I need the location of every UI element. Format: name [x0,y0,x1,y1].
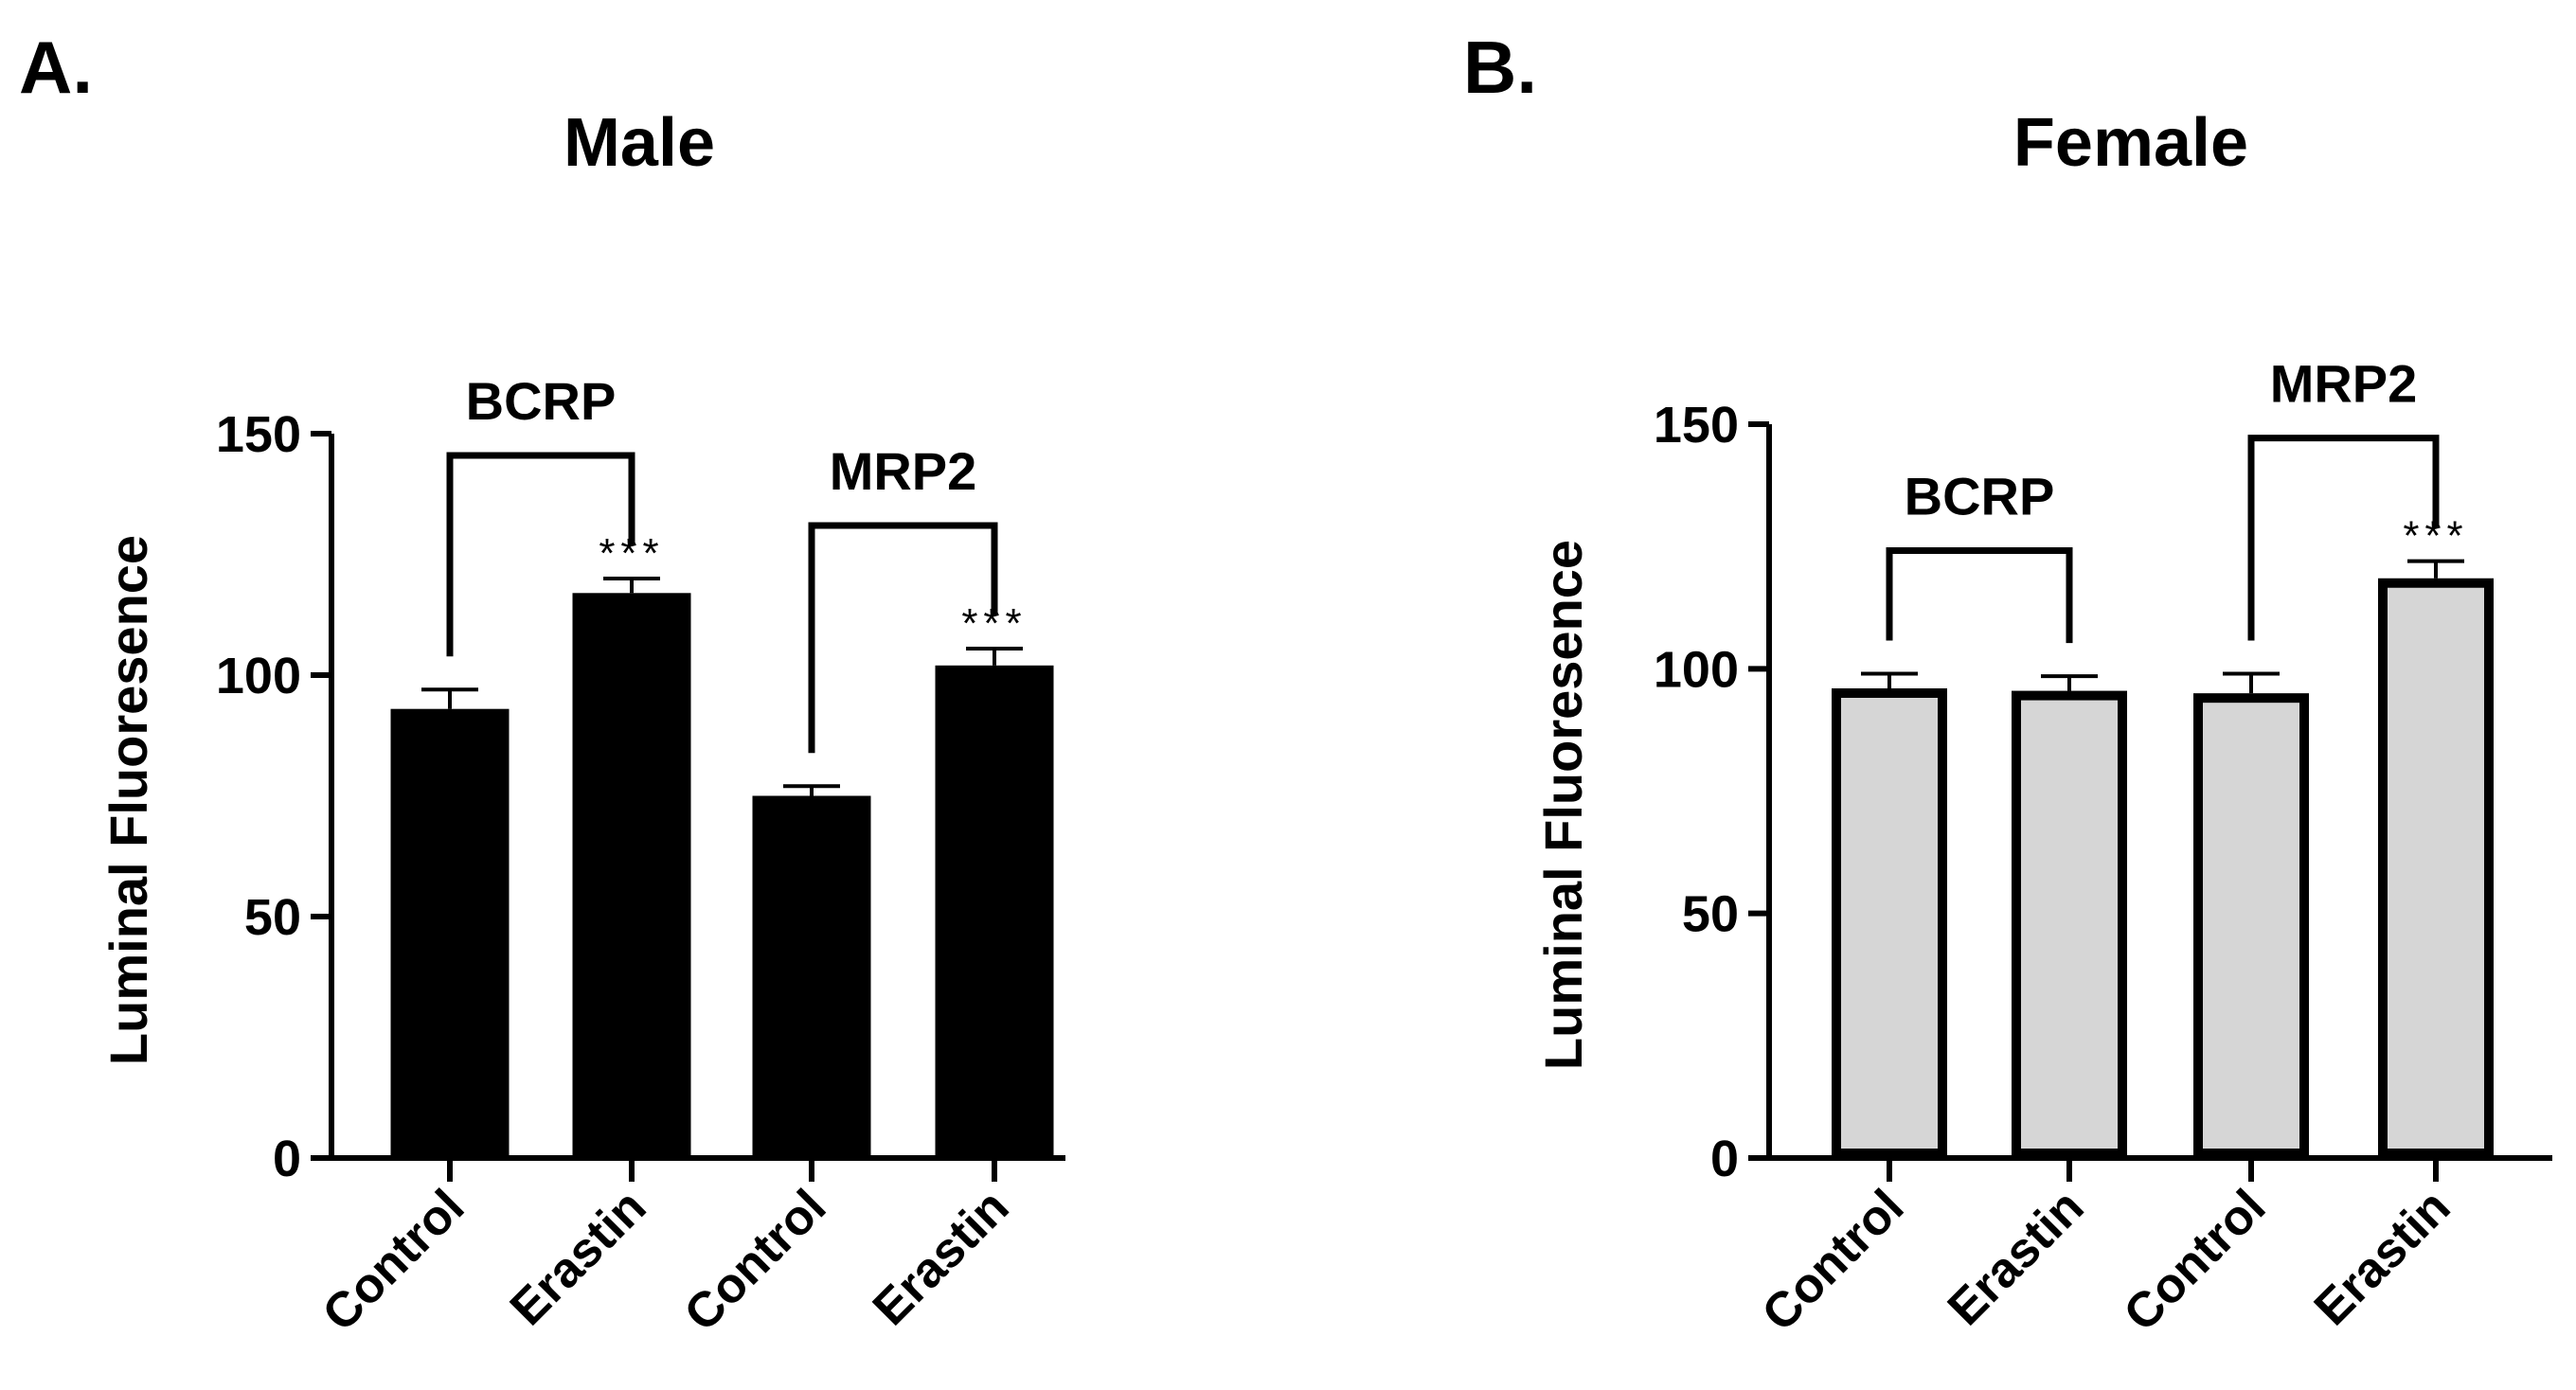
x-category-label: Control [1752,1179,1915,1342]
y-tick-label: 100 [216,648,301,704]
x-category-label: Control [313,1179,475,1342]
x-category-label: Control [674,1179,837,1342]
y-tick-label: 0 [273,1131,301,1187]
y-axis-label-male: Luminal Fluoresence [98,535,158,1065]
y-tick-label: 150 [1654,397,1739,454]
significance-marker: *** [961,600,1027,647]
bar [2378,578,2494,1158]
chart-title-female: Female [2013,105,2248,181]
panel-label-b: B. [1463,26,1537,109]
comparison-bracket [1886,547,2073,644]
bar [2193,693,2309,1159]
x-category-label: Control [2114,1179,2277,1342]
x-category-label: Erastin [1938,1179,2095,1336]
group-label: BCRP [1905,467,2055,526]
bar [572,593,691,1158]
bar [935,665,1054,1158]
y-axis-label-female: Luminal Fluoresence [1533,540,1593,1070]
panel-female: B. Female Luminal Fluoresence 0 50 100 150 C… [1288,0,2576,1385]
x-category-label: Erastin [500,1179,657,1336]
group-label: BCRP [466,371,617,431]
comparison-bracket [808,522,998,754]
comparison-bracket [2247,435,2440,641]
group-label: MRP2 [830,441,977,501]
comparison-bracket [446,452,635,657]
female-bar-chart: B. Female Luminal Fluoresence 0 50 100 150 C… [1463,26,2552,1342]
bar [2012,690,2127,1158]
bar [1832,688,1947,1158]
y-tick-label: 50 [244,889,301,946]
panel-label-a: A. [19,26,93,109]
y-tick-label: 100 [1654,641,1739,698]
panel-male: A. Male Luminal Fluoresence 0 50 100 150 Con… [0,0,1288,1385]
significance-marker: *** [2403,513,2468,560]
group-label: MRP2 [2270,354,2418,414]
y-tick-label: 0 [1710,1131,1739,1187]
y-tick-label: 150 [216,406,301,463]
chart-title-male: Male [564,105,715,181]
significance-marker: *** [599,530,664,577]
x-category-label: Erastin [2304,1179,2461,1336]
bar [390,708,510,1158]
male-bar-chart: A. Male Luminal Fluoresence 0 50 100 150 Con… [19,26,1065,1342]
x-category-label: Erastin [863,1179,1020,1336]
y-tick-label: 50 [1682,886,1739,943]
bar [752,795,871,1158]
